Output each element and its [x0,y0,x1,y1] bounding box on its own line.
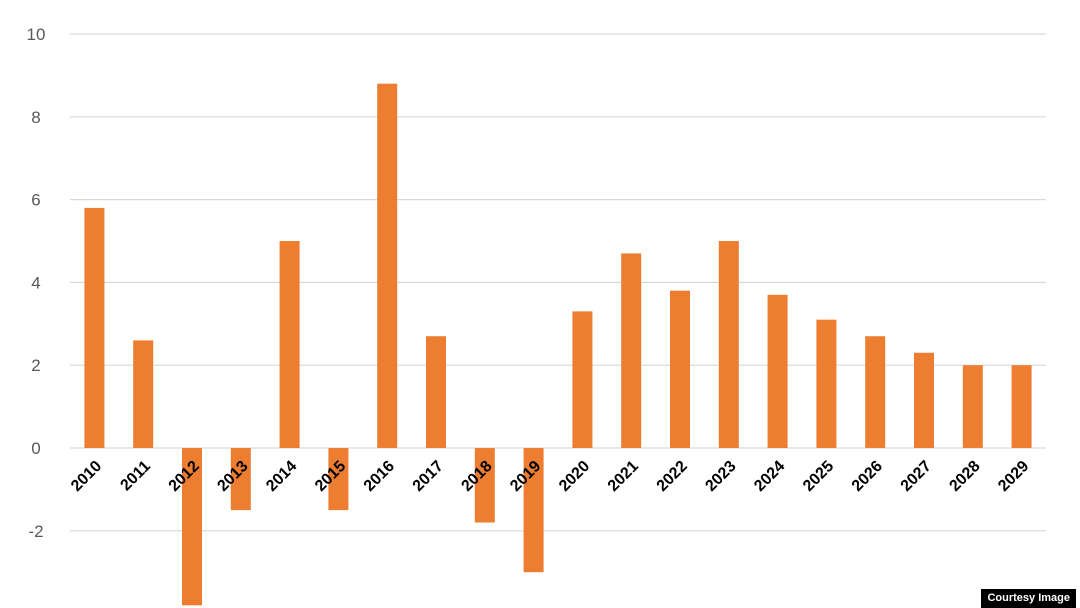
y-tick-label: 4 [31,273,40,292]
y-tick-label: 2 [31,356,40,375]
x-tick-label: 2011 [117,458,154,495]
y-tick-label: 6 [31,191,40,210]
x-tick-label: 2028 [946,458,983,495]
x-tick-label: 2027 [898,458,935,495]
x-tick-label: 2010 [68,458,105,495]
bar-2011 [133,340,154,448]
courtesy-credit: Courtesy Image [981,589,1076,608]
bar-2028 [962,365,983,448]
y-axis-tick-labels: 10 8 6 4 2 0 -2 -4 [27,25,46,608]
x-tick-label: 2024 [751,458,788,495]
x-tick-label: 2022 [654,458,691,495]
bar-2012 [182,448,202,606]
x-tick-label: 2014 [263,458,300,495]
x-tick-label: 2017 [410,458,447,495]
x-tick-label: 2029 [995,458,1032,495]
bar-2017 [426,336,446,448]
bar-2018 [474,448,495,523]
bar-2022 [670,290,690,448]
x-tick-label: 2016 [361,458,398,495]
gridlines [70,33,1046,532]
y-tick-label: -2 [28,522,43,541]
y-tick-label: 10 [27,25,46,44]
y-tick-label: 8 [31,108,40,127]
x-axis-tick-labels: 2010 2011 2012 2013 2014 2015 2016 2017 2018 2019… [68,458,1032,495]
bar-2027 [914,352,934,448]
bar-2024 [767,294,788,448]
x-tick-label: 2025 [800,458,837,495]
x-tick-label: 2020 [556,458,593,495]
y-tick-label: 0 [31,439,40,458]
bar-2023 [718,241,739,448]
bar-2020 [572,311,593,448]
bar-2025 [816,319,837,448]
x-tick-label: 2023 [702,458,739,495]
bar-2010 [84,207,105,448]
bar-2026 [865,336,886,448]
bar-2021 [621,253,642,448]
bar-2013 [230,448,251,511]
x-tick-label: 2021 [605,458,642,495]
bar-2015 [328,448,349,511]
bar-2014 [279,241,300,448]
bar-2019 [523,448,544,573]
bars [84,83,1032,606]
x-tick-label: 2026 [849,458,886,495]
bar-2016 [377,83,398,449]
y-tick-label: -4 [28,605,43,608]
bar-2029 [1011,365,1032,448]
